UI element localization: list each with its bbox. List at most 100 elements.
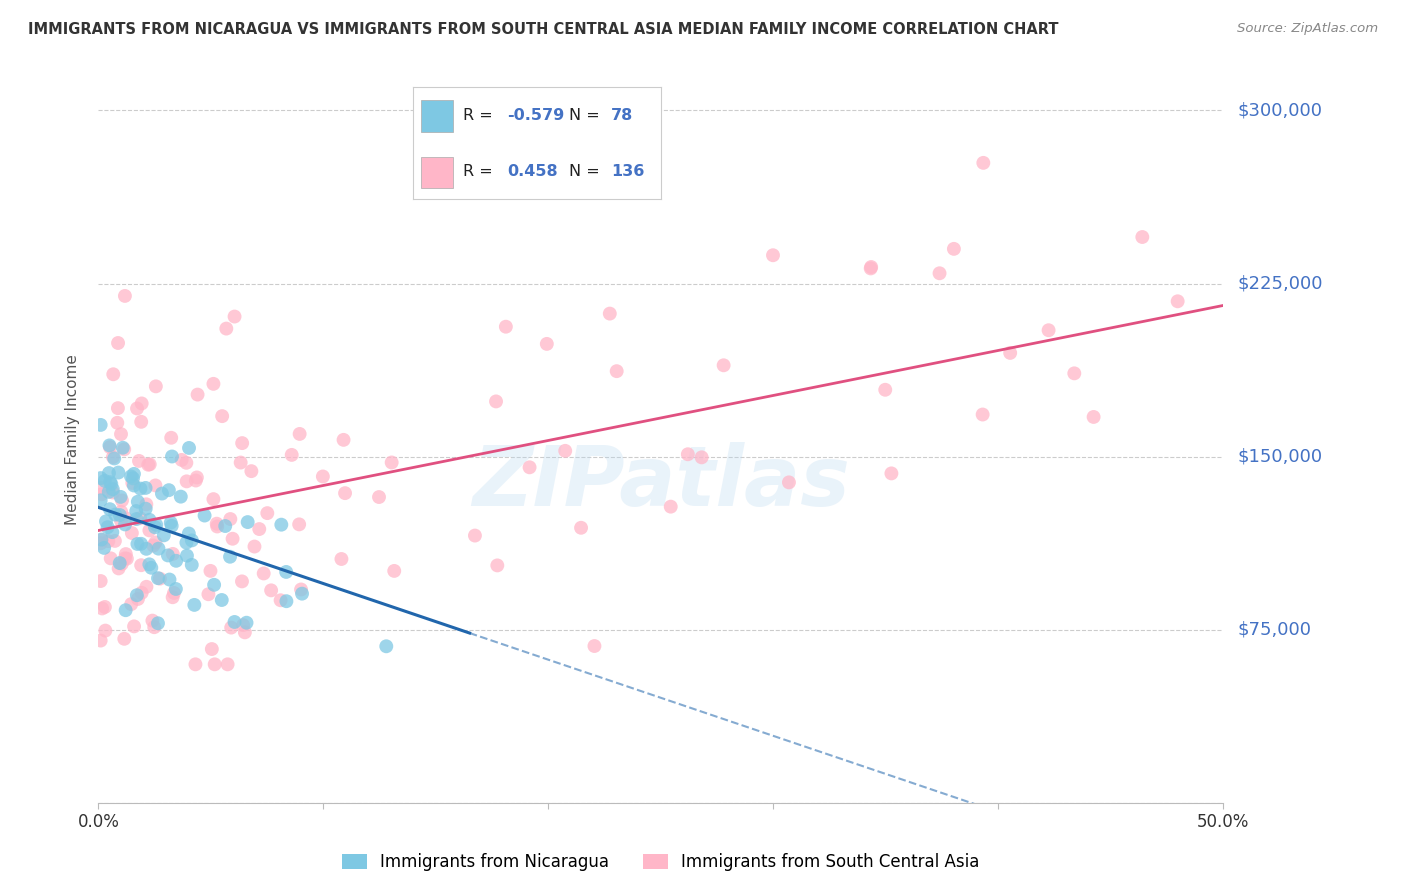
Point (659, 500, 682, 514)
Point (100, 476, 122, 491)
Point (110, 427, 132, 442)
Point (235, 615, 257, 630)
Point (184, 474, 207, 488)
Point (138, 558, 160, 572)
Point (224, 310, 246, 324)
Point (135, 497, 157, 511)
Legend: Immigrants from Nicaragua, Immigrants from South Central Asia: Immigrants from Nicaragua, Immigrants fr… (336, 847, 986, 878)
Point (94, 474, 117, 488)
Point (115, 551, 138, 566)
Point (157, 483, 180, 498)
Point (184, 657, 207, 672)
Point (972, 408, 994, 422)
Point (114, 289, 136, 303)
Point (176, 475, 198, 489)
Point (107, 401, 129, 416)
Point (122, 478, 145, 492)
Point (153, 528, 176, 542)
Point (105, 416, 128, 430)
Point (121, 526, 143, 541)
Point (583, 639, 606, 653)
Point (280, 448, 302, 462)
Point (1063, 367, 1085, 381)
Point (120, 469, 142, 483)
Point (554, 443, 576, 458)
Point (127, 591, 149, 606)
Point (120, 597, 142, 611)
Point (146, 616, 169, 631)
Text: $150,000: $150,000 (1237, 448, 1322, 466)
Point (90, 417, 112, 432)
Point (599, 307, 621, 321)
Point (125, 401, 148, 416)
Point (160, 519, 183, 533)
Point (375, 640, 398, 654)
Point (90, 633, 112, 648)
Point (111, 493, 134, 508)
Point (229, 456, 252, 470)
Point (145, 535, 167, 549)
Point (215, 321, 238, 335)
Point (127, 537, 149, 551)
Point (1167, 294, 1189, 309)
Text: IMMIGRANTS FROM NICARAGUA VS IMMIGRANTS FROM SOUTH CENTRAL ASIA MEDIAN FAMILY IN: IMMIGRANTS FROM NICARAGUA VS IMMIGRANTS … (28, 22, 1059, 37)
Point (129, 558, 152, 573)
Point (97, 466, 120, 480)
Point (98, 502, 121, 516)
Point (928, 266, 950, 280)
Point (129, 415, 152, 429)
Point (290, 582, 312, 597)
Point (536, 337, 558, 351)
Point (125, 588, 148, 602)
Point (217, 657, 239, 672)
Point (368, 490, 391, 504)
Point (219, 512, 242, 526)
Point (176, 535, 198, 549)
Point (90, 574, 112, 588)
Text: ZIPatlas: ZIPatlas (472, 442, 849, 524)
Point (159, 516, 181, 530)
Point (97, 520, 120, 534)
Point (486, 558, 509, 573)
Point (141, 614, 163, 628)
Point (211, 593, 233, 607)
Point (606, 364, 628, 378)
Point (200, 564, 222, 578)
Point (110, 514, 132, 528)
Point (162, 547, 184, 561)
Point (176, 549, 198, 563)
Point (333, 486, 356, 500)
Point (159, 573, 181, 587)
Point (142, 539, 165, 553)
Point (187, 387, 209, 401)
Point (143, 620, 166, 634)
Point (231, 436, 253, 450)
Point (143, 520, 166, 534)
Point (110, 505, 132, 519)
Point (129, 537, 152, 551)
Point (135, 501, 157, 516)
Point (859, 261, 882, 276)
Point (112, 442, 135, 457)
Point (177, 441, 200, 455)
Point (880, 467, 903, 481)
Point (224, 615, 246, 629)
Point (569, 521, 592, 535)
Point (111, 557, 134, 571)
Point (91, 601, 114, 615)
Point (146, 571, 169, 585)
Point (219, 549, 242, 564)
Point (194, 508, 217, 523)
Point (103, 368, 125, 382)
Point (330, 552, 353, 566)
Point (332, 433, 354, 447)
Point (90, 493, 112, 508)
Point (247, 522, 270, 536)
Point (90, 481, 112, 495)
Point (519, 460, 541, 475)
Point (107, 466, 129, 480)
Point (90, 471, 112, 485)
Point (972, 156, 994, 170)
Text: Source: ZipAtlas.com: Source: ZipAtlas.com (1237, 22, 1378, 36)
Point (381, 455, 404, 469)
